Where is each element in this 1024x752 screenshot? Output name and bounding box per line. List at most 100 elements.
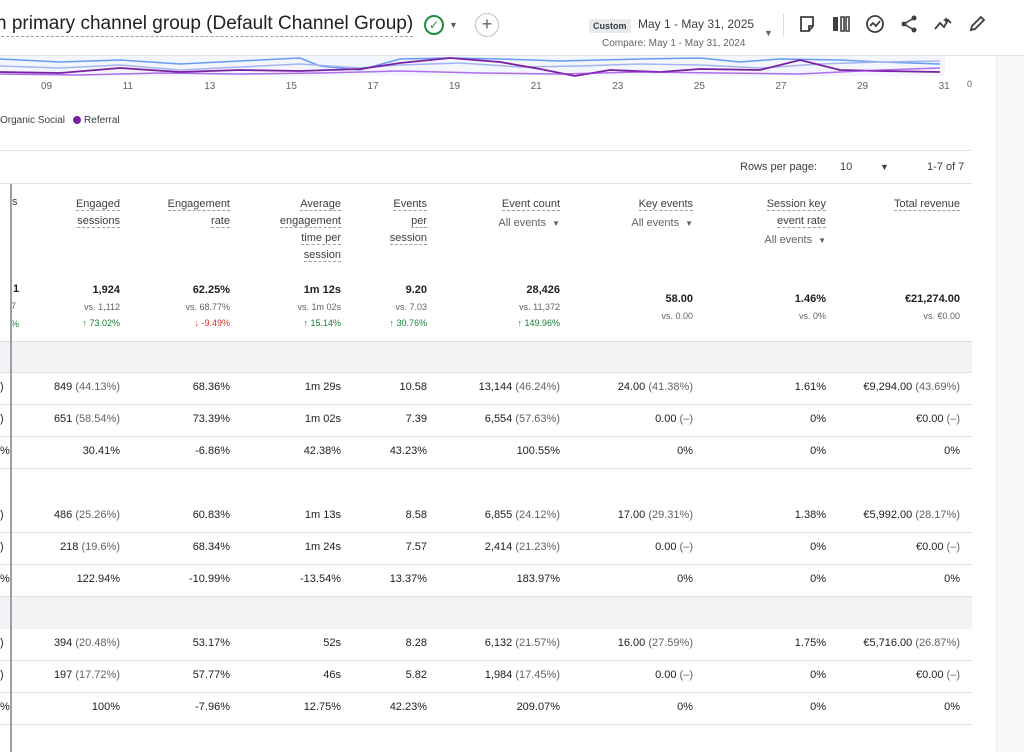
- column-split-divider[interactable]: [10, 184, 12, 752]
- cell-value: 394: [53, 637, 73, 649]
- group-header-row[interactable]: [0, 469, 972, 501]
- cell-value: 6,855: [484, 509, 513, 521]
- group-header-row[interactable]: [0, 597, 972, 629]
- column-header-label: Events: [393, 198, 427, 211]
- table-cell: 68.34%: [120, 541, 230, 553]
- total-compare-value: vs. 0.00: [661, 311, 693, 321]
- legend-item-referral[interactable]: Referral: [84, 115, 120, 126]
- table-cell: 42.38%: [241, 445, 341, 457]
- cell-value: 42.23%: [389, 701, 427, 713]
- edit-icon[interactable]: [966, 13, 988, 35]
- insights-icon[interactable]: [864, 13, 886, 35]
- table-row[interactable]: ) 394 (20.48%) 53.17% 52s 8.28 6,132 (21.57%)…: [0, 629, 972, 661]
- total-value: 58.00: [665, 293, 693, 305]
- cell-value: -10.99%: [189, 573, 230, 585]
- table-row[interactable]: ) 651 (58.54%) 73.39% 1m 02s 7.39 6,554 (57.6…: [0, 405, 972, 437]
- totals-cell: €21,274.00 vs. €0.00: [830, 291, 960, 324]
- table-cell: 1.75%: [696, 637, 826, 649]
- partial-column-header[interactable]: s: [12, 196, 18, 208]
- cell-value: 8.58: [405, 509, 427, 521]
- cell-value: 0%: [810, 701, 826, 713]
- table-cell: 1.61%: [696, 381, 826, 393]
- cell-value: 5.82: [405, 669, 427, 681]
- cell-value: €9,294.00: [863, 381, 913, 393]
- table-row[interactable]: ) 218 (19.6%) 68.34% 1m 24s 7.57 2,414 (21.23…: [0, 533, 972, 565]
- cell-value: 0%: [810, 541, 826, 553]
- column-header-label: time per: [301, 232, 341, 245]
- add-comparison-button[interactable]: +: [475, 13, 499, 37]
- compare-range[interactable]: Compare: May 1 - May 31, 2024: [602, 38, 746, 49]
- metric-filter-dropdown[interactable]: All events ▼: [430, 215, 560, 232]
- rows-per-page-dropdown-icon[interactable]: ▼: [880, 162, 889, 172]
- table-row[interactable]: ) 197 (17.72%) 57.77% 46s 5.82 1,984 (17.45%)…: [0, 661, 972, 693]
- metric-filter-dropdown[interactable]: All events ▼: [696, 232, 826, 249]
- cell-value: €0.00: [915, 669, 944, 681]
- cell-value: 13,144: [478, 381, 513, 393]
- cell-value: 0%: [944, 445, 960, 457]
- x-tick-label: 25: [693, 81, 705, 92]
- column-header[interactable]: Key events All events ▼: [563, 196, 693, 232]
- share-icon[interactable]: [898, 13, 920, 35]
- right-scroll-gutter[interactable]: [996, 56, 1024, 752]
- table-cell: 209.07%: [430, 701, 560, 713]
- cell-share: (–): [676, 541, 693, 553]
- column-header[interactable]: Events per session: [347, 196, 427, 247]
- chevron-down-icon[interactable]: ▼: [818, 236, 826, 245]
- total-compare-value: vs. 0%: [798, 311, 826, 321]
- table-cell: €0.00 (–): [830, 413, 960, 425]
- cell-share: (17.72%): [72, 669, 120, 681]
- chevron-down-icon[interactable]: ▼: [449, 20, 458, 30]
- table-row[interactable]: ) 486 (25.26%) 60.83% 1m 13s 8.58 6,855 (24.1…: [0, 501, 972, 533]
- column-header[interactable]: Total revenue: [830, 196, 960, 213]
- table-cell: -13.54%: [241, 573, 341, 585]
- date-dropdown-icon[interactable]: ▼: [764, 28, 773, 38]
- total-change-percent: ↑ 30.76%: [389, 318, 427, 328]
- table-row[interactable]: ) 849 (44.13%) 68.36% 1m 29s 10.58 13,144 (46…: [0, 373, 972, 405]
- date-range[interactable]: May 1 - May 31, 2025: [638, 17, 755, 31]
- table-row[interactable]: % 122.94% -10.99% -13.54% 13.37% 183.97% 0% 0% 0…: [0, 565, 972, 597]
- row-lead-fragment: %: [0, 701, 10, 713]
- column-header-label: engagement: [279, 215, 341, 228]
- column-header[interactable]: Engaged sessions: [10, 196, 120, 230]
- table-cell: 122.94%: [10, 573, 120, 585]
- cell-share: (25.26%): [72, 509, 120, 521]
- chevron-down-icon[interactable]: ▼: [685, 219, 693, 228]
- table-cell: 0%: [830, 445, 960, 457]
- cell-value: 1,984: [484, 669, 513, 681]
- compare-icon[interactable]: [830, 13, 852, 35]
- custom-date-chip[interactable]: Custom: [589, 19, 631, 33]
- check-circle-icon[interactable]: ✓: [424, 15, 444, 35]
- chevron-down-icon[interactable]: ▼: [552, 219, 560, 228]
- cell-value: 1.75%: [794, 637, 826, 649]
- table-cell: 0%: [696, 445, 826, 457]
- row-lead-fragment: ): [0, 381, 4, 393]
- table-cell: 0%: [830, 701, 960, 713]
- x-tick-label: 13: [204, 81, 216, 92]
- legend-item-organic-social[interactable]: Organic Social: [0, 115, 66, 126]
- trend-icon[interactable]: [932, 13, 954, 35]
- table-row[interactable]: % 100% -7.96% 12.75% 42.23% 209.07% 0% 0% 0%: [0, 693, 972, 725]
- cell-value: 24.00: [617, 381, 646, 393]
- note-icon[interactable]: [796, 13, 818, 35]
- metric-filter-label: All events: [631, 217, 680, 229]
- column-header[interactable]: Average engagement time per session: [241, 196, 341, 264]
- table-cell: 6,855 (24.12%): [430, 509, 560, 521]
- cell-value: 7.57: [405, 541, 427, 553]
- table-row[interactable]: % 30.41% -6.86% 42.38% 43.23% 100.55% 0% 0% 0%: [0, 437, 972, 469]
- cell-share: (–): [676, 669, 693, 681]
- column-header[interactable]: Session key event rate All events ▼: [696, 196, 826, 249]
- group-header-row[interactable]: [0, 341, 972, 373]
- column-header[interactable]: Event count All events ▼: [430, 196, 560, 232]
- total-compare-value: vs. 11,372: [519, 302, 560, 312]
- column-header[interactable]: Engagement rate: [120, 196, 230, 230]
- report-header: n primary channel group (Default Channel…: [0, 0, 1024, 56]
- cell-value: 0%: [810, 669, 826, 681]
- cell-value: 197: [53, 669, 73, 681]
- report-title[interactable]: n primary channel group (Default Channel…: [0, 12, 414, 37]
- rows-per-page-select[interactable]: 10: [840, 161, 853, 173]
- chart-svg: [0, 56, 945, 77]
- metric-filter-dropdown[interactable]: All events ▼: [563, 215, 693, 232]
- cell-share: (57.63%): [512, 413, 560, 425]
- table-cell: 7.57: [347, 541, 427, 553]
- cell-value: 100%: [91, 701, 120, 713]
